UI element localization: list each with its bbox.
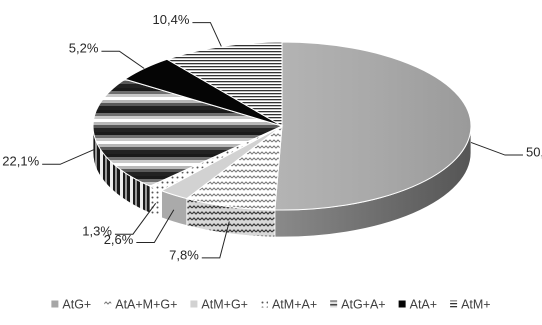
leader-line-atapmpgp <box>201 221 230 259</box>
legend-item-atmp: AtM+ <box>450 297 491 311</box>
legend-item-atgp: AtG+ <box>51 297 91 311</box>
legend-item-atapmpgp: AtA+M+G+ <box>104 297 177 311</box>
legend-swatch-atap <box>398 300 406 308</box>
data-label-atmpgp: 2,6% <box>104 232 134 247</box>
leader-line-atap <box>101 50 145 69</box>
legend-swatch-atgp <box>51 300 59 308</box>
legend-label-atmpap: AtM+A+ <box>272 297 317 311</box>
pie-slice-atmp <box>165 41 283 127</box>
legend-label-atgpap: AtG+A+ <box>341 297 385 311</box>
data-label-atap: 5,2% <box>69 41 99 56</box>
legend: AtG+ AtA+M+G+ AtM+G+ AtM+A+ AtG+A+ AtA+ AtM+ <box>51 297 491 311</box>
data-labels: 50,6% 7,8% 2,6%1,3% 22,1% 5,2% 10,4% <box>2 12 542 262</box>
data-label-atgp: 50,6% <box>526 144 542 159</box>
legend-swatch-atmpgp <box>190 300 198 308</box>
legend-label-atmpgp: AtM+G+ <box>201 297 248 311</box>
legend-label-atgp: AtG+ <box>62 297 91 311</box>
legend-label-atapmpgp: AtA+M+G+ <box>115 297 177 311</box>
data-label-atmpap: 1,3% <box>82 224 112 239</box>
leader-line-atgpap <box>42 149 95 165</box>
data-label-atapmpgp: 7,8% <box>169 247 199 262</box>
legend-swatch-atgpap <box>330 300 338 308</box>
leader-line-atmpgp <box>136 209 175 244</box>
pie-slice-atapmpgp <box>185 124 283 211</box>
legend-label-atmp: AtM+ <box>461 297 491 311</box>
legend-item-atmpgp: AtM+G+ <box>190 297 248 311</box>
pie-slice-side-atmpap <box>149 185 162 219</box>
pie-slice-atgpap <box>92 78 284 187</box>
legend-item-atap: AtA+ <box>398 297 437 311</box>
pie-slice-atgp <box>274 41 472 211</box>
data-label-atmp: 10,4% <box>153 12 190 27</box>
legend-item-atmpap: AtM+A+ <box>260 297 317 311</box>
legend-swatch-atmp <box>450 300 458 308</box>
leader-line-atgp <box>470 141 523 156</box>
legend-swatch-atmpap <box>260 300 268 308</box>
legend-item-atgpap: AtG+A+ <box>330 297 386 311</box>
legend-swatch-atapmpgp <box>104 300 112 308</box>
leader-line-atmp <box>192 22 222 47</box>
data-label-atgpap: 22,1% <box>2 154 39 169</box>
pie-group <box>92 41 472 238</box>
leader-line-atmpap <box>114 203 157 235</box>
legend-label-atap: AtA+ <box>410 297 437 311</box>
